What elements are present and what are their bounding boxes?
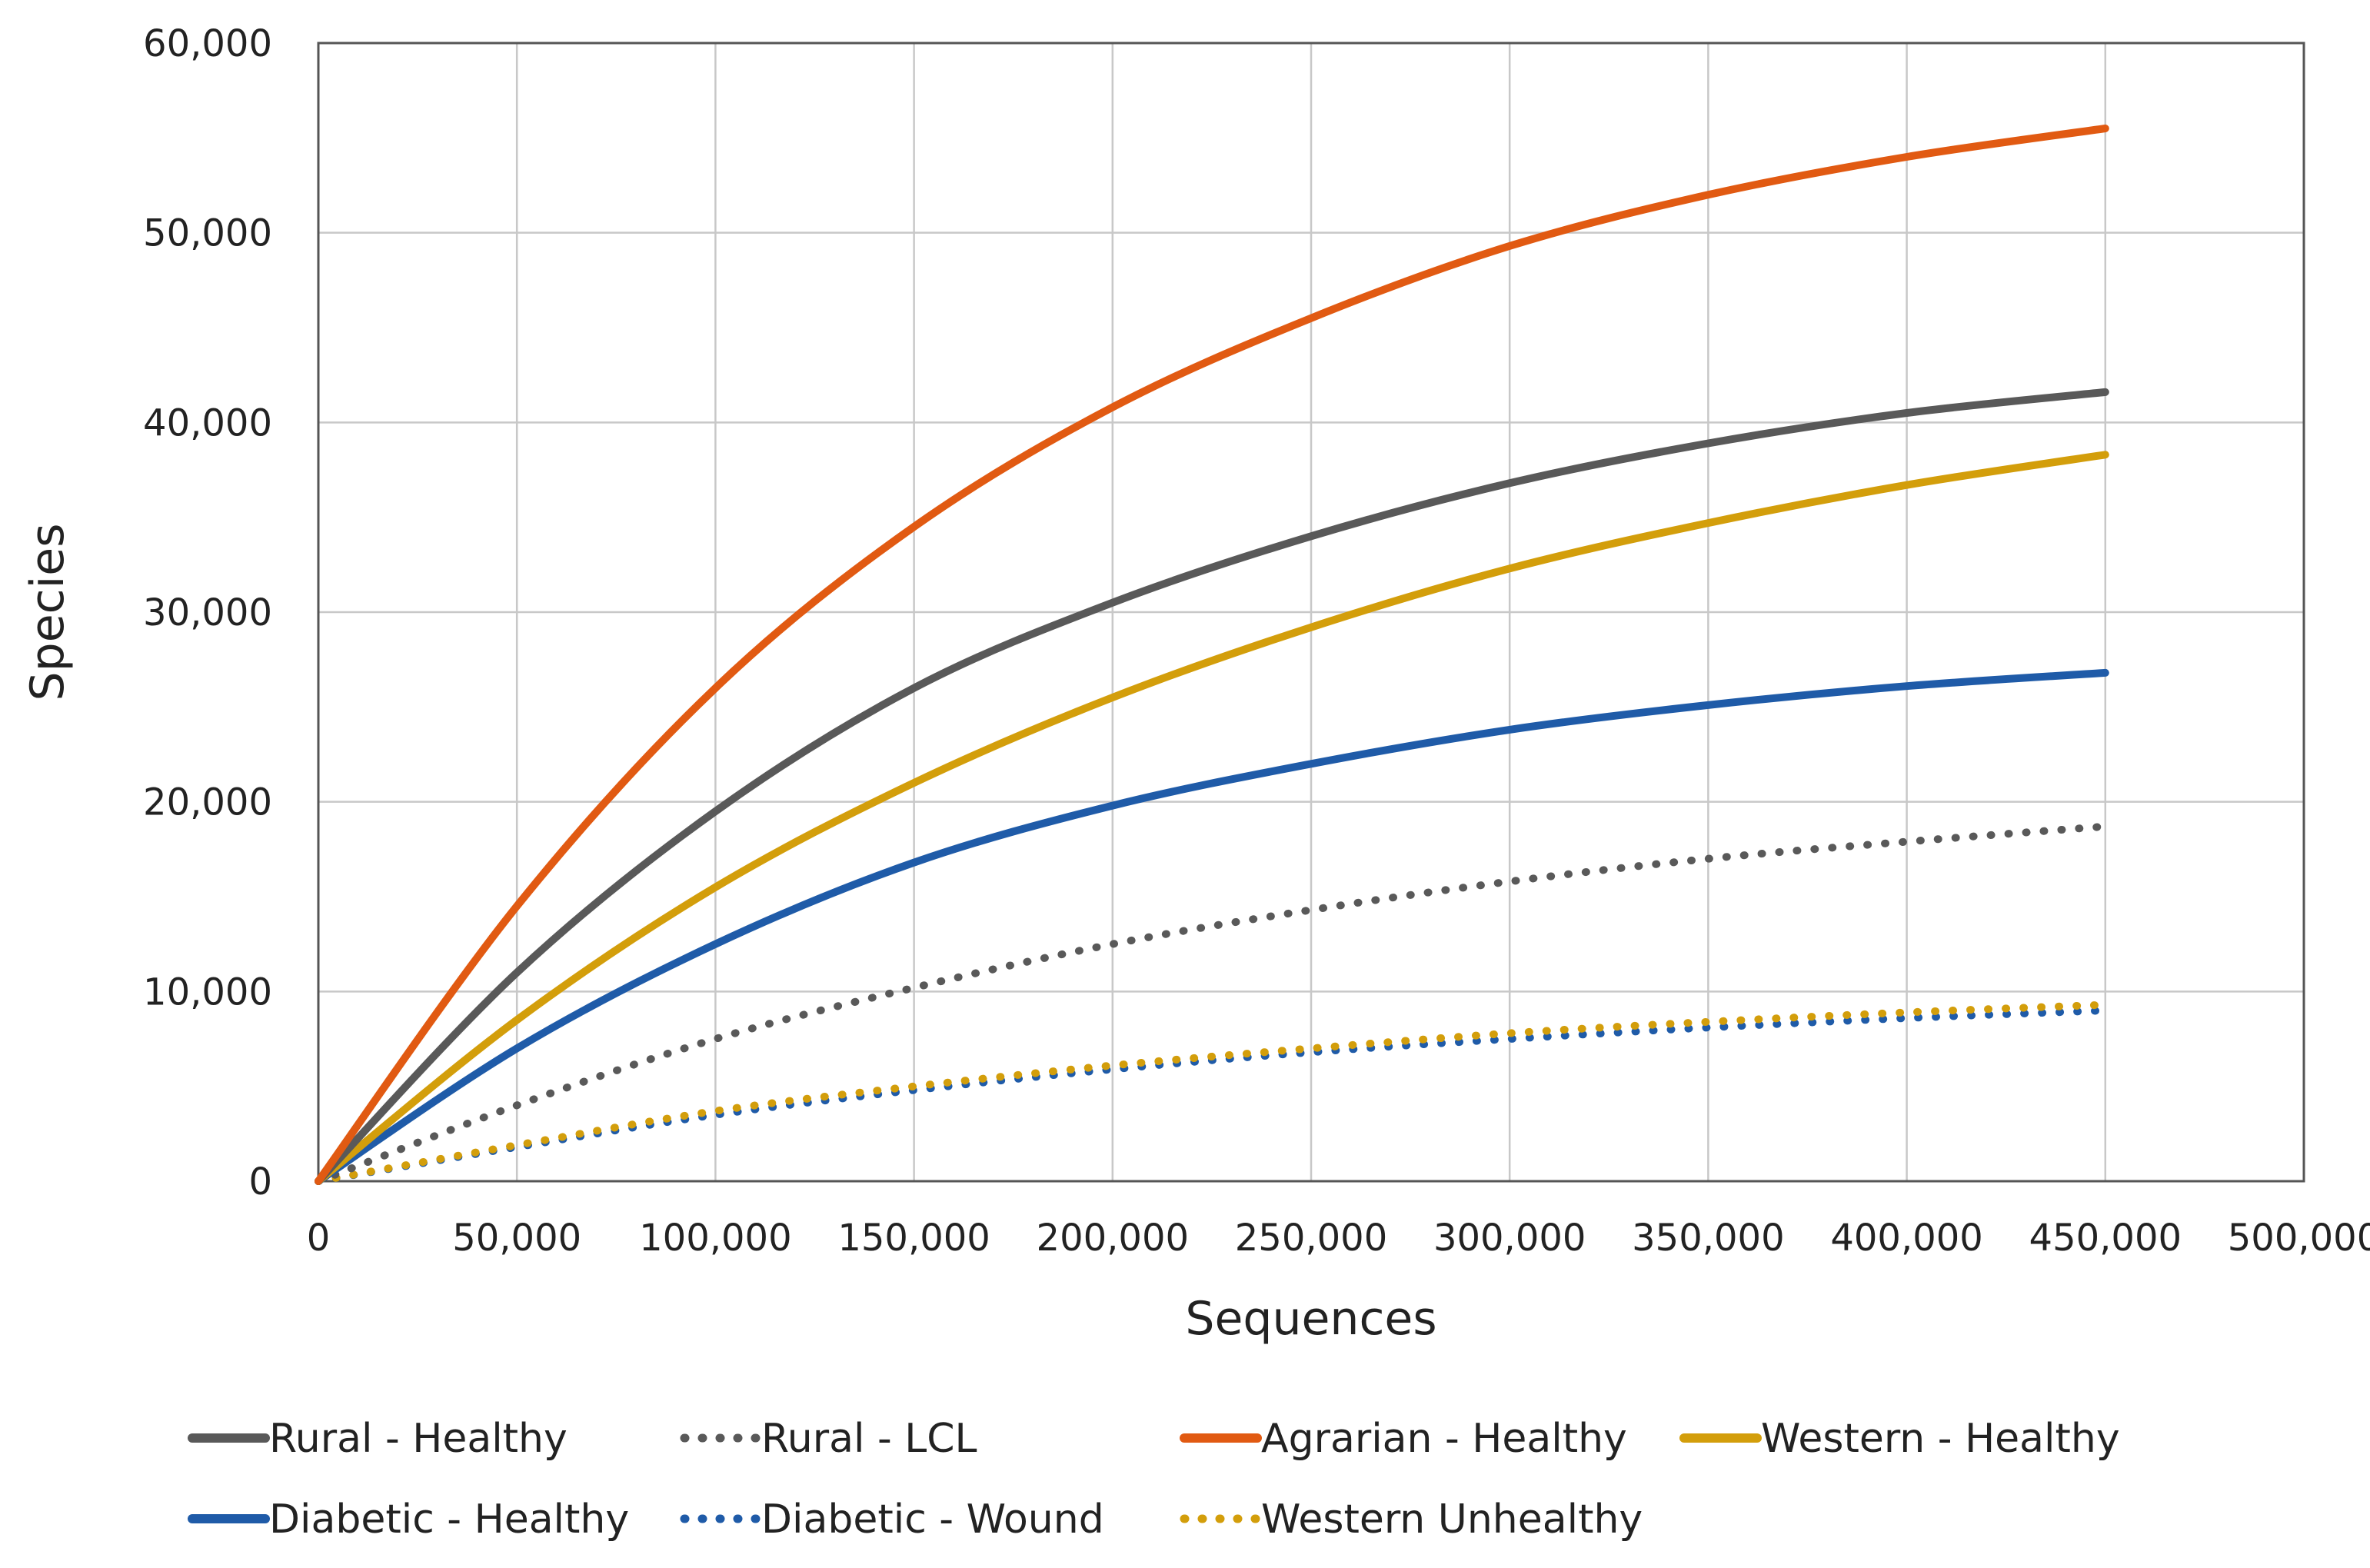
- x-tick-label: 400,000: [1830, 1217, 1983, 1260]
- legend-label: Rural - Healthy: [269, 1416, 568, 1462]
- legend-label: Western Unhealthy: [1261, 1496, 1643, 1543]
- x-tick-label: 500,000: [2228, 1217, 2370, 1260]
- legend-label: Agrarian - Healthy: [1261, 1416, 1627, 1462]
- series-lines: [315, 125, 2109, 1185]
- plot-area-frame: [317, 42, 2305, 1183]
- x-tick-label: 300,000: [1433, 1217, 1586, 1260]
- legend-label: Diabetic - Healthy: [269, 1496, 629, 1543]
- x-tick-label: 100,000: [639, 1217, 792, 1260]
- x-tick-label: 350,000: [1632, 1217, 1785, 1260]
- x-tick-label: 150,000: [837, 1217, 990, 1260]
- x-axis-title: Sequences: [1185, 1292, 1436, 1346]
- series-line-rural-lcl: [315, 822, 2109, 1185]
- y-tick-label: 30,000: [143, 591, 272, 634]
- y-axis-title: Species: [21, 524, 75, 701]
- series-line-western-unhealthy: [315, 1000, 2109, 1185]
- y-tick-label: 0: [248, 1160, 272, 1203]
- legend-label: Diabetic - Wound: [761, 1496, 1104, 1543]
- x-axis-ticks: 0 50,000 100,000 150,000 200,000 250,000 300,0…: [307, 1217, 2370, 1260]
- series-line-western-healthy: [315, 451, 2109, 1185]
- x-tick-label: 250,000: [1235, 1217, 1388, 1260]
- series-line-rural-healthy: [315, 388, 2109, 1185]
- x-tick-label: 450,000: [2029, 1217, 2182, 1260]
- legend-label: Rural - LCL: [761, 1416, 977, 1462]
- y-tick-label: 50,000: [143, 212, 272, 255]
- y-tick-label: 10,000: [143, 970, 272, 1014]
- x-tick-label: 200,000: [1037, 1217, 1190, 1260]
- y-axis-ticks: 0 10,000 20,000 30,000 40,000 50,000 60,000: [143, 22, 272, 1203]
- y-tick-label: 60,000: [143, 22, 272, 65]
- y-tick-label: 40,000: [143, 401, 272, 444]
- x-tick-label: 50,000: [452, 1217, 581, 1260]
- legend: Rural - Healthy Rural - LCL Agrarian - Hea…: [188, 1416, 2120, 1543]
- series-line-agrarian-healthy: [315, 125, 2109, 1185]
- y-tick-label: 20,000: [143, 781, 272, 824]
- series-line-diabetic-healthy: [315, 668, 2109, 1185]
- legend-label: Western - Healthy: [1761, 1416, 2120, 1462]
- x-tick-label: 0: [307, 1217, 331, 1260]
